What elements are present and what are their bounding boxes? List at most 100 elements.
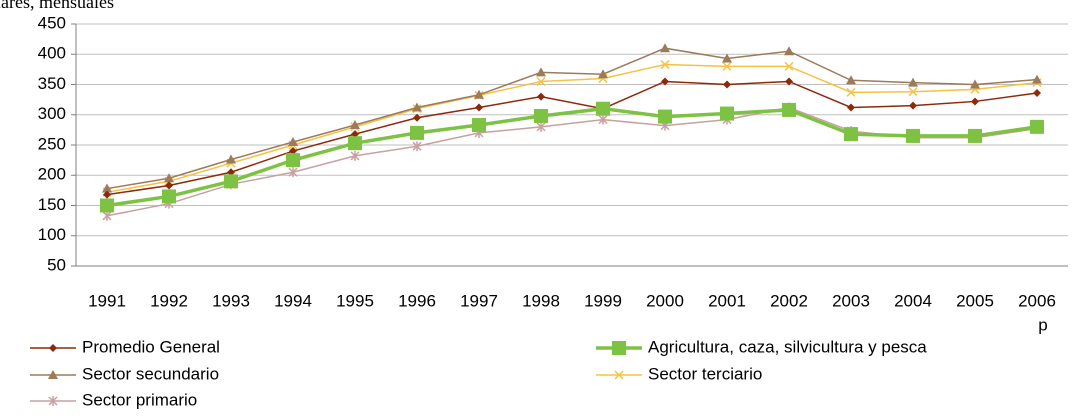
marker	[1032, 74, 1042, 84]
marker	[846, 87, 856, 97]
series-line	[106, 80, 1038, 196]
marker	[722, 61, 732, 71]
x-tick-label: 1999	[584, 291, 622, 310]
marker	[660, 43, 670, 53]
y-tick-label: 250	[38, 134, 66, 153]
marker	[598, 69, 608, 79]
marker	[102, 183, 112, 193]
marker	[351, 130, 359, 139]
marker	[968, 128, 982, 143]
marker	[350, 150, 360, 161]
marker	[908, 77, 918, 87]
legend-label: Sector secundario	[82, 364, 219, 383]
marker	[784, 61, 794, 71]
marker	[536, 67, 546, 77]
x-tick-label: 1998	[522, 291, 560, 310]
marker	[226, 154, 236, 164]
marker	[660, 60, 670, 70]
x-tick-label: 2000	[646, 291, 684, 310]
marker	[658, 109, 672, 124]
legend-marker	[614, 370, 624, 380]
marker	[475, 103, 483, 112]
legend-marker	[612, 341, 626, 355]
marker	[785, 77, 793, 86]
marker	[906, 128, 920, 143]
legend-item: Sector terciario	[596, 364, 762, 383]
marker	[909, 101, 917, 110]
marker	[472, 118, 486, 133]
legend-item: Promedio General	[30, 337, 220, 356]
marker	[410, 125, 424, 140]
y-tick-label: 200	[38, 165, 66, 184]
marker	[971, 97, 979, 106]
marker	[784, 46, 794, 56]
series-line	[106, 63, 1038, 193]
marker	[596, 101, 610, 116]
y-tick-label: 400	[38, 44, 66, 63]
marker	[350, 120, 360, 130]
y-tick-label: 150	[38, 195, 66, 214]
series-line	[106, 106, 1038, 208]
marker	[1030, 119, 1044, 134]
marker	[536, 76, 546, 87]
x-tick-label: 1991	[88, 291, 126, 310]
legend-marker	[48, 370, 58, 379]
x-tick-label: 2001	[708, 291, 746, 310]
y-tick-label: 50	[47, 255, 66, 274]
x-tick-label: 1996	[398, 291, 436, 310]
marker	[227, 168, 235, 177]
marker	[286, 153, 300, 168]
x-tick-label: 1994	[274, 291, 312, 310]
marker	[100, 198, 114, 213]
marker	[162, 189, 176, 204]
marker	[723, 80, 731, 89]
marker	[348, 136, 362, 151]
x-tick-label: 1997	[460, 291, 498, 310]
legend-marker	[48, 396, 58, 406]
marker	[782, 102, 796, 117]
legend-label: Sector primario	[82, 390, 197, 409]
marker	[908, 87, 918, 97]
marker	[103, 190, 111, 199]
series-line	[106, 106, 1038, 217]
legend-label: Sector terciario	[648, 364, 762, 383]
marker	[536, 121, 546, 132]
chart-title: lares, mensuales	[0, 0, 114, 12]
marker	[164, 173, 174, 183]
x-tick-label: 1992	[150, 291, 188, 310]
x-tick-label: 2006	[1018, 291, 1056, 310]
marker	[413, 113, 421, 122]
marker	[846, 75, 856, 85]
x-tick-label: 1993	[212, 291, 250, 310]
marker	[412, 102, 422, 112]
marker	[661, 77, 669, 86]
legend-item: Sector primario	[30, 390, 197, 409]
marker	[165, 181, 173, 190]
legend-marker	[49, 344, 57, 352]
legend-item: Sector secundario	[30, 364, 219, 383]
marker	[474, 89, 484, 99]
legend-label: Agricultura, caza, silvicultura y pesca	[648, 337, 927, 356]
marker	[970, 79, 980, 89]
y-tick-label: 100	[38, 225, 66, 244]
marker	[412, 141, 422, 152]
marker	[224, 174, 238, 189]
legend-item: Agricultura, caza, silvicultura y pesca	[596, 337, 927, 356]
x-tick-label: 2002	[770, 291, 808, 310]
marker	[288, 136, 298, 146]
x-tick-label: 2005	[956, 291, 994, 310]
x-tick-label: 1995	[336, 291, 374, 310]
x-tick-label: 2004	[894, 291, 932, 310]
x-tick-label: 2003	[832, 291, 870, 310]
legend-label: Promedio General	[82, 337, 220, 356]
marker	[844, 127, 858, 142]
y-tick-label: 300	[38, 104, 66, 123]
marker	[288, 167, 298, 178]
marker	[847, 103, 855, 112]
annotation: p	[1038, 315, 1047, 334]
marker	[537, 92, 545, 101]
marker	[720, 106, 734, 121]
marker	[598, 114, 608, 125]
y-tick-label: 350	[38, 74, 66, 93]
